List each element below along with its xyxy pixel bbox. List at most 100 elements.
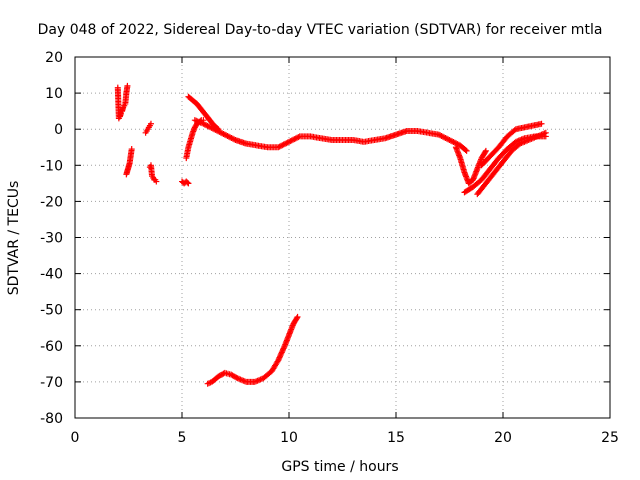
x-axis-ticks: 0 5 10 15 20 25: [71, 57, 619, 446]
data-point: [219, 130, 226, 137]
data-point: [292, 135, 299, 142]
data-point: [482, 147, 489, 154]
data-point: [184, 179, 191, 186]
data-point: [200, 120, 207, 127]
chart-title: Day 048 of 2022, Sidereal Day-to-day VTE…: [38, 22, 603, 38]
y-tick-label: -40: [40, 267, 63, 283]
data-point: [439, 133, 446, 140]
data-point: [446, 137, 453, 144]
y-tick-label: -70: [40, 375, 63, 391]
data-point: [277, 142, 284, 149]
y-tick-label: -30: [40, 231, 63, 247]
data-point: [295, 134, 302, 141]
data-point: [482, 149, 489, 156]
data-point: [462, 146, 469, 153]
data-point: [212, 126, 219, 133]
series-arc-main: [193, 117, 470, 154]
series-arc-late-rise-3: [462, 133, 549, 195]
data-point: [447, 137, 454, 144]
data-point: [280, 141, 287, 148]
y-tick-label: -20: [40, 194, 63, 210]
data-point: [275, 144, 282, 151]
data-point: [217, 129, 224, 136]
data-point: [452, 144, 459, 151]
data-point: [216, 128, 223, 135]
data-point: [284, 139, 291, 146]
data-point: [450, 139, 457, 146]
data-point: [227, 134, 234, 141]
data-point: [294, 134, 301, 141]
data-point: [291, 136, 298, 143]
data-point: [294, 313, 301, 320]
data-point: [435, 131, 442, 138]
data-point: [474, 191, 481, 198]
data-point: [146, 164, 153, 171]
series-arc-low: [206, 313, 301, 387]
data-point: [511, 127, 518, 134]
data-point: [451, 139, 458, 146]
data-point: [274, 358, 281, 365]
x-tick-label: 15: [387, 430, 405, 446]
data-point: [204, 380, 211, 387]
y-axis-ticks: -80 -70 -60 -50 -40 -30 -20 -10 0 10 20: [40, 50, 610, 427]
data-point: [288, 137, 295, 144]
data-point: [233, 374, 240, 381]
series-arc-early-2: [123, 146, 135, 177]
data-point: [438, 132, 445, 139]
y-tick-label: 10: [45, 86, 63, 102]
data-point: [224, 132, 231, 139]
data-point: [538, 120, 545, 127]
data-point: [276, 143, 283, 150]
data-point: [437, 132, 444, 139]
data-point: [221, 131, 228, 138]
x-tick-label: 25: [601, 430, 619, 446]
data-point: [281, 140, 288, 147]
data-point: [207, 124, 214, 131]
data-point: [445, 136, 452, 143]
data-point: [442, 134, 449, 141]
data-point: [183, 155, 190, 162]
data-point: [114, 84, 121, 91]
data-point: [449, 138, 456, 145]
x-tick-label: 10: [280, 430, 298, 446]
series-arc-5h-a: [180, 178, 192, 187]
series-arc-early-4: [147, 162, 160, 185]
y-tick-label: 20: [45, 50, 63, 66]
data-point: [461, 189, 468, 196]
data-point: [185, 93, 192, 100]
data-point: [220, 130, 227, 137]
x-tick-label: 0: [71, 430, 80, 446]
data-point: [185, 180, 192, 187]
series-arc-early-1: [114, 82, 131, 122]
data-point: [142, 129, 149, 136]
x-axis-label: GPS time / hours: [281, 459, 398, 475]
data-point: [542, 133, 549, 140]
data-point: [147, 120, 154, 127]
data-point: [201, 121, 208, 128]
data-point: [283, 140, 290, 147]
data-point: [124, 82, 131, 89]
data-point: [441, 134, 448, 141]
data-point: [211, 126, 218, 133]
data-point: [463, 147, 470, 154]
data-point: [290, 136, 297, 143]
y-tick-label: -60: [40, 339, 63, 355]
data-point: [293, 315, 300, 322]
data-point: [223, 132, 230, 139]
data-point: [153, 178, 160, 185]
data-point: [225, 133, 232, 140]
y-tick-label: -50: [40, 303, 63, 319]
data-point: [123, 171, 130, 178]
data-point: [128, 146, 135, 153]
y-axis-label: SDTVAR / TECUs: [6, 181, 22, 296]
data-point: [454, 141, 461, 148]
data-point: [205, 123, 212, 130]
data-point: [228, 134, 235, 141]
data-point: [209, 125, 216, 132]
y-tick-label: -80: [40, 411, 63, 427]
data-point: [287, 138, 294, 145]
x-tick-label: 5: [178, 430, 187, 446]
data-point: [204, 122, 211, 129]
data-point: [213, 127, 220, 134]
